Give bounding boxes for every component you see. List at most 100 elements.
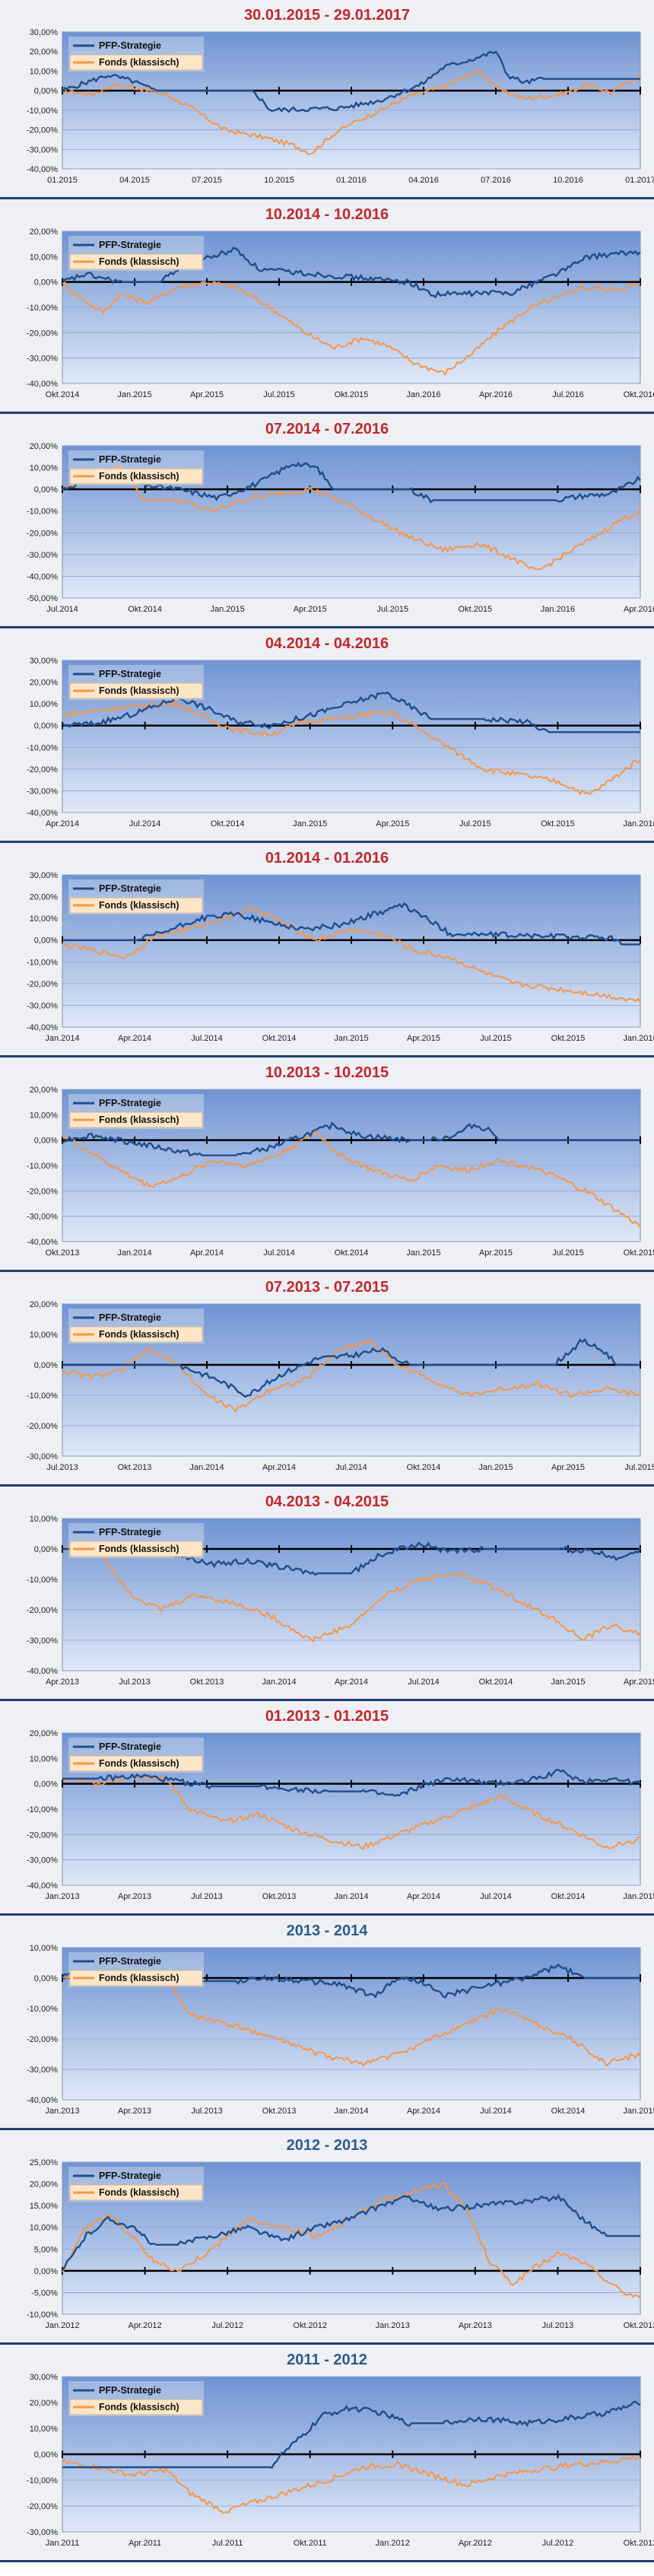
chart-svg: 04.2014 - 04.2016 30,00% 20,00% 10,00% 0,00%…: [27, 635, 654, 828]
y-tick-label: -40,00%: [27, 165, 58, 174]
x-tick-label: Jan.2014: [45, 1034, 79, 1043]
y-tick-label: -20,00%: [27, 1422, 58, 1431]
x-tick-label: 07.2016: [481, 176, 511, 185]
legend-strategy-label: PFP-Strategie: [99, 1527, 161, 1538]
x-tick-label: Apr.2015: [551, 1463, 585, 1472]
x-tick-label: Jul.2013: [542, 2321, 574, 2330]
legend-fund-bg: [69, 54, 203, 71]
x-tick-label: Okt.2014: [479, 1678, 513, 1687]
legend-fund-bg: [69, 682, 203, 699]
legend-fund-label: Fonds (klassisch): [99, 1973, 179, 1983]
y-tick-label: -40,00%: [27, 809, 58, 818]
legend-strategy-label: PFP-Strategie: [99, 669, 161, 679]
y-tick-label: -20,00%: [27, 529, 58, 538]
y-tick-label: 10,00%: [30, 700, 59, 709]
x-tick-label: Okt.2015: [459, 605, 493, 614]
chart-svg: 07.2014 - 07.2016 20,00% 10,00% 0,00% -10,00…: [27, 421, 654, 614]
y-tick-label: -20,00%: [27, 1606, 58, 1615]
chart-title: 04.2014 - 04.2016: [265, 635, 389, 652]
y-tick-label: -40,00%: [27, 1238, 58, 1247]
fund-series-line: [62, 1131, 641, 1228]
legend-fund-label: Fonds (klassisch): [99, 685, 179, 696]
strategy-series-line: [62, 1768, 641, 1797]
y-tick-label: 15,00%: [30, 2202, 59, 2211]
strategy-series-line: [62, 246, 641, 299]
x-tick-label: Jul.2014: [263, 1248, 295, 1258]
y-tick-label: 20,00%: [30, 2180, 59, 2190]
y-tick-label: 30,00%: [30, 2373, 59, 2382]
chart-title: 07.2014 - 07.2016: [265, 421, 389, 437]
y-tick-label: -20,00%: [27, 2502, 58, 2511]
strategy-series-line: [62, 902, 640, 946]
strategy-series-line: [62, 1337, 640, 1398]
strategy-series-line: [62, 1121, 640, 1157]
y-tick-label: 20,00%: [30, 1729, 59, 1738]
x-tick-label: Okt.2014: [335, 1248, 369, 1258]
y-tick-label: -20,00%: [27, 2035, 58, 2044]
fund-series-line: [62, 281, 641, 377]
legend-strategy-label: PFP-Strategie: [99, 2171, 161, 2181]
chart-svg: 2012 - 2013 25,00% 20,00% 15,00% 10,00% 5,00%…: [27, 2137, 654, 2330]
x-tick-label: Jan.2015: [406, 1248, 440, 1258]
y-tick-label: -40,00%: [27, 380, 58, 389]
y-tick-label: 10,00%: [30, 1111, 59, 1120]
chart-svg: 01.2013 - 01.2015 20,00% 10,00% 0,00% -10,00…: [27, 1708, 654, 1901]
y-tick-label: -10,00%: [27, 743, 58, 752]
x-tick-label: Okt.2013: [262, 1892, 297, 1901]
legend-fund-bg: [69, 253, 203, 270]
x-tick-label: Okt.2014: [551, 1892, 586, 1901]
y-tick-label: -30,00%: [27, 1636, 58, 1646]
y-tick-label: 10,00%: [30, 464, 59, 473]
chart-title: 30.01.2015 - 29.01.2017: [244, 7, 410, 24]
y-tick-label: -30,00%: [27, 787, 58, 796]
y-tick-label: -30,00%: [27, 1213, 58, 1222]
chart-title: 2012 - 2013: [287, 2137, 368, 2154]
x-tick-label: Jul.2011: [212, 2539, 243, 2548]
legend-fund-label: Fonds (klassisch): [99, 1329, 179, 1340]
x-tick-label: Jul.2012: [211, 2321, 243, 2330]
x-tick-label: Okt.2012: [624, 2539, 654, 2548]
chart-panel: 07.2013 - 07.2015 20,00% 10,00% 0,00% -10,00…: [0, 1272, 654, 1487]
x-tick-label: Jul.2015: [376, 605, 408, 614]
legend-fund-label: Fonds (klassisch): [99, 1115, 179, 1125]
legend-fund-bg: [69, 2399, 203, 2415]
legend-strategy-label: PFP-Strategie: [99, 883, 161, 894]
fund-series-line: [62, 1337, 641, 1413]
y-tick-label: 30,00%: [30, 871, 59, 880]
y-tick-label: -10,00%: [27, 1391, 58, 1401]
chart-svg: 01.2014 - 01.2016 30,00% 20,00% 10,00% 0,00%…: [27, 850, 654, 1043]
chart-title: 2013 - 2014: [287, 1922, 369, 1939]
x-tick-label: Jul.2015: [480, 1034, 512, 1043]
y-tick-label: -20,00%: [27, 329, 58, 338]
x-tick-label: Jan.2016: [541, 605, 575, 614]
x-tick-label: Jul.2015: [624, 1463, 654, 1472]
y-tick-label: -10,00%: [27, 2005, 58, 2014]
chart-title: 04.2013 - 04.2015: [265, 1493, 389, 1510]
x-tick-label: Okt.2011: [294, 2539, 327, 2548]
x-tick-label: Apr.2015: [376, 819, 409, 828]
y-tick-label: -50,00%: [27, 594, 58, 603]
y-tick-label: -20,00%: [27, 980, 58, 989]
x-tick-label: Apr.2011: [129, 2539, 161, 2548]
y-tick-label: 0,00%: [34, 1780, 58, 1789]
legend-fund-bg: [69, 897, 203, 914]
x-tick-label: Jan.2014: [189, 1463, 224, 1472]
x-tick-label: 04.2015: [119, 176, 150, 185]
chart-panel: 01.2013 - 01.2015 20,00% 10,00% 0,00% -10,00…: [0, 1701, 654, 1916]
x-tick-label: Apr.2014: [46, 819, 79, 828]
y-tick-label: 10,00%: [30, 253, 59, 262]
chart-panel: 2012 - 2013 25,00% 20,00% 15,00% 10,00% 5,00%…: [0, 2130, 654, 2345]
x-tick-label: Okt.2015: [541, 819, 575, 828]
x-tick-label: 01.2015: [47, 176, 78, 185]
x-tick-label: Jul.2015: [552, 1248, 584, 1258]
chart-title: 10.2014 - 10.2016: [265, 206, 389, 223]
legend-fund-label: Fonds (klassisch): [99, 471, 179, 482]
x-tick-label: Okt.2013: [190, 1678, 224, 1687]
legend-fund-label: Fonds (klassisch): [99, 57, 179, 68]
y-tick-label: 20,00%: [30, 1300, 59, 1309]
legend-fund-bg: [69, 1111, 203, 1128]
y-tick-label: 0,00%: [34, 937, 58, 946]
fund-series-line: [62, 463, 641, 571]
legend-fund-bg: [69, 468, 203, 485]
